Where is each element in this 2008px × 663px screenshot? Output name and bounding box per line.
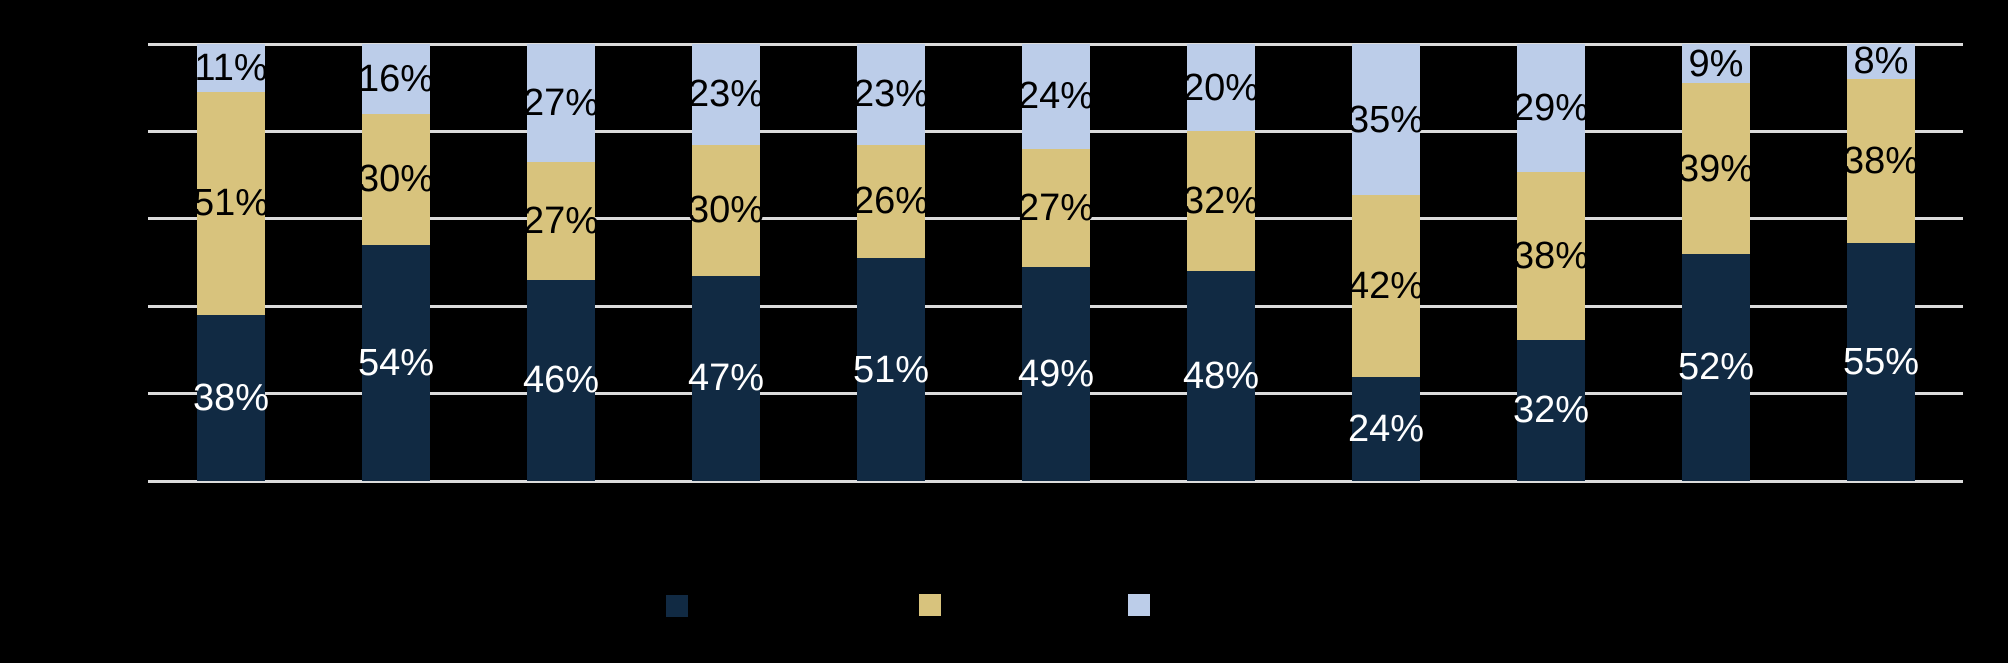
bar-11: 55% 38% 8% — [1843, 40, 1919, 481]
segment-value-label: 16% — [357, 57, 435, 100]
bar-segment-tan: 26% — [853, 144, 929, 259]
segment-value-label: 8% — [1853, 40, 1909, 83]
bar-7: 48% 32% 20% — [1183, 44, 1259, 481]
segment-value-label: 9% — [1688, 42, 1744, 85]
bar-segment-light-blue: 24% — [1018, 44, 1094, 149]
segment-value-label: 46% — [522, 359, 600, 402]
segment-value-label: 51% — [852, 348, 930, 391]
bar-4: 47% 30% 23% — [688, 44, 764, 481]
legend-swatch-navy — [666, 595, 688, 617]
segment-value-label: 27% — [1017, 186, 1095, 229]
segment-value-label: 26% — [852, 180, 930, 223]
bar-10: 52% 39% 9% — [1678, 42, 1754, 481]
bar-segment-light-blue: 29% — [1513, 44, 1589, 172]
bar-3: 46% 27% 27% — [523, 44, 599, 481]
bar-segment-navy: 47% — [688, 275, 764, 481]
bar-segment-tan: 42% — [1348, 195, 1424, 378]
bar-segment-light-blue: 27% — [523, 44, 599, 162]
bar-segment-tan: 27% — [1018, 148, 1094, 267]
bar-1: 38% 51% 11% — [193, 44, 269, 481]
bar-segment-tan: 39% — [1678, 83, 1754, 254]
bar-segment-navy: 38% — [193, 314, 269, 481]
segment-value-label: 54% — [357, 342, 435, 384]
bar-segment-tan: 51% — [193, 92, 269, 315]
bar-segment-light-blue: 8% — [1847, 40, 1915, 83]
bar-segment-navy: 32% — [1513, 339, 1589, 481]
gridline — [148, 479, 1963, 483]
bar-segment-navy: 55% — [1843, 243, 1919, 481]
segment-value-label: 27% — [522, 199, 600, 242]
bar-8: 24% 42% 35% — [1348, 44, 1424, 481]
segment-value-label: 32% — [1182, 180, 1260, 223]
bar-segment-navy: 51% — [853, 258, 929, 481]
bar-segment-tan: 38% — [1513, 172, 1589, 340]
segment-value-label: 42% — [1347, 265, 1425, 308]
segment-value-label: 24% — [1017, 75, 1095, 118]
segment-value-label: 32% — [1512, 389, 1590, 432]
legend-swatch-light-blue — [1128, 594, 1150, 616]
bar-segment-navy: 49% — [1018, 266, 1094, 481]
bar-segment-tan: 32% — [1183, 131, 1259, 272]
segment-value-label: 55% — [1842, 341, 1920, 383]
bar-segment-tan: 38% — [1843, 78, 1919, 244]
bar-segment-light-blue: 11% — [194, 44, 268, 93]
segment-value-label: 11% — [194, 47, 268, 90]
bar-segment-light-blue: 9% — [1682, 42, 1750, 85]
segment-value-label: 51% — [192, 182, 270, 225]
bar-segment-light-blue: 23% — [853, 44, 929, 145]
legend-swatch-tan — [919, 594, 941, 616]
bar-segment-navy: 52% — [1678, 253, 1754, 481]
segment-value-label: 39% — [1677, 147, 1755, 190]
segment-value-label: 47% — [687, 357, 765, 400]
segment-value-label: 24% — [1347, 408, 1425, 451]
bar-segment-navy: 54% — [358, 245, 434, 481]
bar-9: 32% 38% 29% — [1513, 44, 1589, 481]
segment-value-label: 27% — [522, 81, 600, 124]
segment-value-label: 35% — [1347, 98, 1425, 141]
segment-value-label: 49% — [1017, 352, 1095, 395]
bar-segment-tan: 27% — [523, 161, 599, 280]
segment-value-label: 30% — [687, 189, 765, 232]
segment-value-label: 48% — [1182, 355, 1260, 398]
segment-value-label: 52% — [1677, 346, 1755, 389]
segment-value-label: 23% — [687, 73, 765, 116]
bar-segment-light-blue: 23% — [688, 44, 764, 145]
segment-value-label: 29% — [1512, 87, 1590, 129]
bar-segment-tan: 30% — [358, 113, 434, 245]
bar-segment-tan: 30% — [688, 144, 764, 276]
segment-value-label: 30% — [357, 158, 435, 201]
segment-value-label: 38% — [1512, 234, 1590, 277]
bar-segment-light-blue: 20% — [1183, 44, 1259, 132]
bar-segment-light-blue: 16% — [358, 44, 434, 114]
segment-value-label: 38% — [1842, 139, 1920, 182]
bar-5: 51% 26% 23% — [853, 44, 929, 481]
segment-value-label: 23% — [852, 73, 930, 116]
bar-segment-light-blue: 35% — [1348, 44, 1424, 196]
segment-value-label: 20% — [1182, 66, 1260, 109]
segment-value-label: 38% — [192, 376, 270, 419]
bar-6: 49% 27% 24% — [1018, 44, 1094, 481]
bar-segment-navy: 46% — [523, 279, 599, 481]
bar-segment-navy: 24% — [1348, 377, 1424, 481]
bar-segment-navy: 48% — [1183, 271, 1259, 481]
bar-2: 54% 30% 16% — [358, 44, 434, 481]
